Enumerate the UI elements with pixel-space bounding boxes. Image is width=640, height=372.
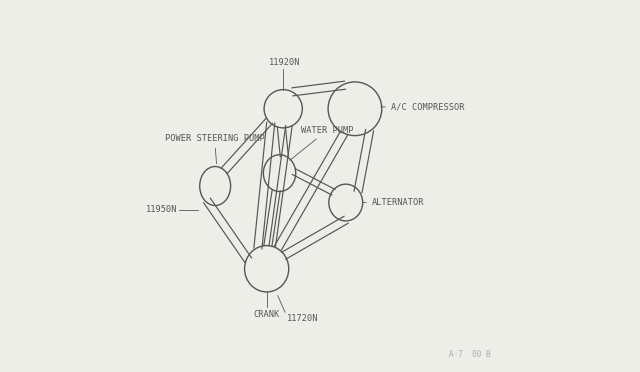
Text: A·7  00 B: A·7 00 B bbox=[449, 350, 491, 359]
Text: 11920N: 11920N bbox=[269, 58, 301, 67]
Text: POWER STEERING PUMP: POWER STEERING PUMP bbox=[164, 134, 264, 164]
Text: A/C COMPRESSOR: A/C COMPRESSOR bbox=[381, 102, 465, 112]
Text: ALTERNATOR: ALTERNATOR bbox=[363, 198, 424, 207]
Text: 11720N: 11720N bbox=[287, 314, 318, 323]
Text: WATER PUMP: WATER PUMP bbox=[290, 125, 354, 160]
Text: 11950N: 11950N bbox=[146, 205, 178, 214]
Text: CRANK: CRANK bbox=[253, 310, 280, 318]
